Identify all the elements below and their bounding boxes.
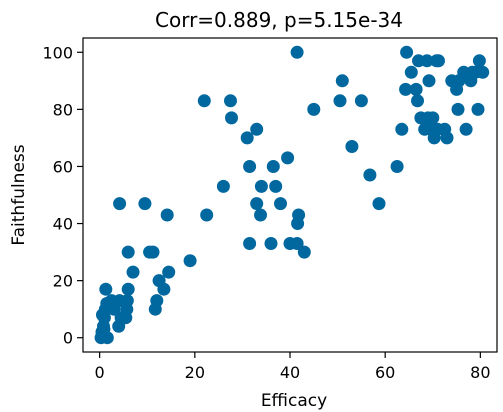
data-point-58 xyxy=(345,140,359,153)
data-point-88 xyxy=(459,122,473,136)
data-point-7 xyxy=(99,282,113,296)
data-point-54 xyxy=(297,245,311,259)
data-point-68 xyxy=(411,94,424,108)
plot-frame xyxy=(82,37,498,353)
data-point-72 xyxy=(420,54,434,68)
data-point-45 xyxy=(266,160,280,173)
x-tick-label-0: 0 xyxy=(95,363,105,382)
data-point-61 xyxy=(372,197,386,211)
data-point-21 xyxy=(126,265,140,279)
data-point-34 xyxy=(216,179,230,193)
data-point-56 xyxy=(333,94,347,108)
data-point-43 xyxy=(254,179,268,193)
data-point-40 xyxy=(250,122,264,136)
data-point-76 xyxy=(426,111,440,125)
data-point-19 xyxy=(113,197,127,211)
data-point-37 xyxy=(240,131,254,145)
data-point-17 xyxy=(120,294,134,308)
data-point-47 xyxy=(274,197,287,211)
data-point-53 xyxy=(290,237,304,250)
data-point-59 xyxy=(354,94,368,108)
data-point-46 xyxy=(269,179,283,193)
data-point-31 xyxy=(183,254,197,268)
data-point-26 xyxy=(150,294,164,308)
data-point-66 xyxy=(404,65,418,79)
data-point-41 xyxy=(250,197,264,211)
data-point-62 xyxy=(390,160,404,173)
data-point-22 xyxy=(138,197,152,211)
y-axis-label: Faithfulness xyxy=(9,144,29,245)
data-point-52 xyxy=(291,217,305,230)
data-point-36 xyxy=(225,111,238,125)
data-point-82 xyxy=(440,131,454,145)
y-tick-label-0: 0 xyxy=(63,329,73,348)
data-point-85 xyxy=(451,102,465,116)
x-axis-label: Efficacy xyxy=(261,391,327,411)
chart-title: Corr=0.889, p=5.15e-34 xyxy=(155,8,403,32)
data-point-57 xyxy=(335,74,349,88)
data-point-94 xyxy=(476,65,490,79)
x-tick-label-3: 60 xyxy=(375,363,395,382)
data-point-24 xyxy=(146,245,160,259)
data-point-39 xyxy=(243,237,257,250)
y-tick-label-3: 60 xyxy=(53,157,73,176)
data-point-29 xyxy=(160,208,174,222)
data-point-50 xyxy=(290,45,304,59)
data-point-35 xyxy=(224,94,237,108)
y-axis-ticks: 0 20 40 60 80 100 xyxy=(42,43,83,348)
data-point-74 xyxy=(422,74,436,88)
x-tick-label-4: 80 xyxy=(470,363,490,382)
y-tick-label-5: 100 xyxy=(42,43,73,62)
data-point-63 xyxy=(395,122,409,136)
data-point-33 xyxy=(200,208,214,222)
data-point-30 xyxy=(162,265,176,279)
data-point-64 xyxy=(400,45,414,59)
x-tick-label-2: 40 xyxy=(280,363,300,382)
data-point-80 xyxy=(432,54,445,68)
data-point-38 xyxy=(243,160,257,173)
data-point-65 xyxy=(399,82,413,96)
data-point-67 xyxy=(409,82,423,96)
y-tick-label-2: 40 xyxy=(53,215,73,234)
data-point-60 xyxy=(363,168,377,182)
data-point-42 xyxy=(254,208,267,222)
data-point-55 xyxy=(307,102,321,116)
data-point-28 xyxy=(157,282,171,296)
data-point-32 xyxy=(197,94,211,108)
data-point-48 xyxy=(281,151,295,165)
data-point-20 xyxy=(121,245,135,259)
x-tick-label-1: 20 xyxy=(185,363,205,382)
data-point-44 xyxy=(264,237,278,250)
data-point-18 xyxy=(121,282,135,296)
data-point-93 xyxy=(472,54,486,68)
data-points xyxy=(94,45,490,345)
x-axis-ticks: 0 20 40 60 80 xyxy=(95,352,491,382)
data-point-9 xyxy=(100,331,114,345)
y-tick-label-4: 80 xyxy=(53,100,73,119)
y-tick-label-1: 20 xyxy=(53,272,73,291)
data-point-92 xyxy=(471,102,485,116)
